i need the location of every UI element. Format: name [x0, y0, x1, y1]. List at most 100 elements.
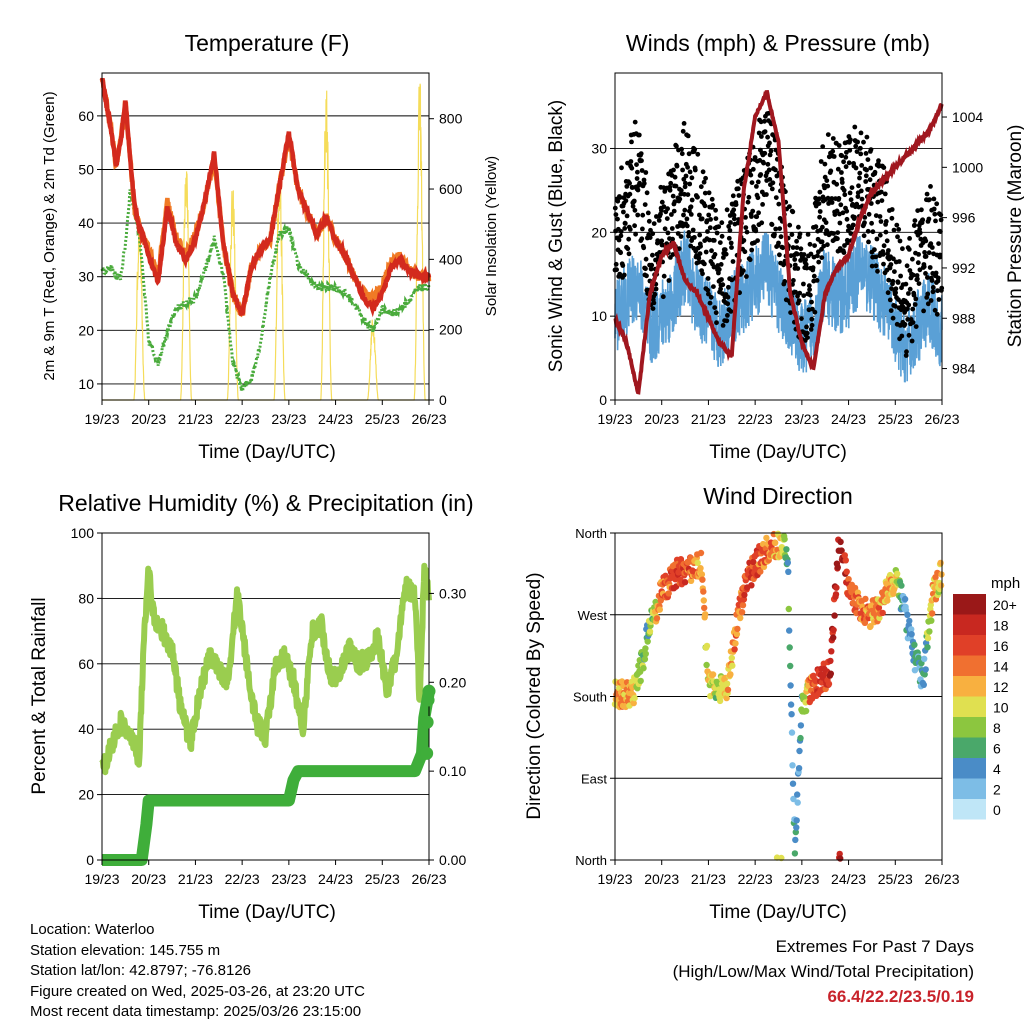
gust-point	[697, 232, 703, 238]
gust-point	[875, 268, 880, 274]
gust-point	[904, 349, 909, 355]
gust-point	[634, 176, 640, 181]
gust-point	[915, 276, 920, 282]
gust-point	[672, 174, 678, 180]
gust-point	[867, 177, 873, 183]
gust-point	[897, 238, 903, 244]
winds-plot-area	[612, 94, 945, 383]
gust-point	[700, 169, 706, 175]
gust-point	[755, 238, 760, 244]
gust-point	[762, 150, 768, 156]
gust-point	[690, 227, 696, 233]
colorbar-swatch	[953, 799, 986, 820]
gust-point	[678, 191, 684, 197]
gust-point	[698, 243, 703, 249]
winds-plot-frame	[614, 72, 943, 401]
gust-point	[890, 315, 896, 321]
gust-point	[703, 249, 709, 255]
y2-tick-label: 992	[952, 260, 976, 276]
gust-point	[629, 165, 635, 171]
direction-point	[657, 597, 664, 604]
gust-point	[772, 232, 777, 237]
gust-point	[675, 231, 681, 236]
gust-point	[720, 282, 726, 288]
y-tick-label: 30	[591, 140, 607, 156]
gust-point	[617, 195, 623, 200]
precip-point	[422, 684, 436, 698]
gust-point	[847, 190, 853, 196]
gust-point	[780, 245, 786, 251]
direction-point	[681, 579, 689, 586]
gust-point	[820, 144, 826, 150]
direction-point	[920, 681, 927, 688]
gust-point	[669, 212, 674, 217]
gust-point	[639, 168, 645, 173]
gust-point	[618, 229, 624, 234]
x-tick-label: 22/23	[225, 411, 260, 427]
gust-point	[823, 220, 829, 226]
colorbar-swatch	[953, 676, 986, 697]
direction-point	[789, 780, 797, 787]
direction-point	[788, 711, 795, 718]
gust-point	[790, 209, 796, 215]
gust-point	[839, 180, 845, 185]
gust-point	[762, 129, 768, 135]
gust-point	[638, 151, 644, 157]
gust-point	[643, 256, 649, 262]
gust-point	[806, 283, 812, 289]
gust-point	[932, 307, 938, 313]
gust-point	[868, 147, 874, 153]
gust-point	[729, 245, 734, 250]
x-tick-label: 23/23	[271, 871, 306, 887]
gust-point	[938, 217, 944, 223]
gust-point	[878, 219, 884, 224]
gust-point	[756, 130, 762, 136]
direction-point	[924, 635, 932, 642]
direction-point	[802, 707, 810, 715]
direction-point	[842, 557, 849, 564]
direction-point	[793, 824, 800, 831]
gust-point	[905, 306, 910, 312]
y2-tick-label: 988	[952, 310, 976, 326]
gust-point	[767, 140, 772, 146]
gust-point	[916, 281, 922, 286]
gust-point	[770, 180, 776, 186]
gust-point	[708, 217, 713, 222]
direction-point	[750, 558, 757, 566]
gust-point	[928, 241, 934, 247]
gust-point	[820, 224, 825, 230]
y2-tick-label: 0.20	[439, 674, 466, 690]
gust-point	[665, 230, 671, 236]
gust-point	[937, 252, 943, 258]
gust-point	[681, 212, 686, 218]
direction-point	[837, 538, 844, 546]
colorbar-swatch	[953, 614, 986, 635]
gust-point	[920, 217, 926, 223]
gust-point	[912, 222, 917, 228]
gust-point	[773, 167, 778, 173]
gust-point	[644, 190, 650, 196]
gust-point	[843, 154, 849, 160]
direction-point	[937, 559, 944, 567]
gust-point	[858, 130, 864, 136]
x-tick-label: 26/23	[924, 411, 959, 427]
gust-point	[756, 210, 761, 216]
wind-direction-plot-area	[611, 530, 945, 862]
gust-point	[745, 199, 751, 205]
gust-point	[906, 302, 912, 308]
direction-point	[898, 582, 905, 589]
gust-point	[628, 159, 634, 164]
winds-y2label: Station Pressure (Maroon)	[1005, 125, 1024, 348]
gust-point	[731, 207, 737, 213]
gust-point	[849, 185, 855, 191]
gust-point	[681, 121, 687, 126]
gust-point	[918, 236, 924, 242]
gust-point	[773, 226, 779, 232]
direction-point	[915, 654, 922, 662]
gust-point	[652, 291, 658, 297]
gust-point	[702, 261, 707, 267]
gust-point	[906, 332, 912, 338]
gust-point	[813, 224, 819, 230]
gust-point	[754, 184, 759, 189]
direction-point	[785, 568, 792, 575]
